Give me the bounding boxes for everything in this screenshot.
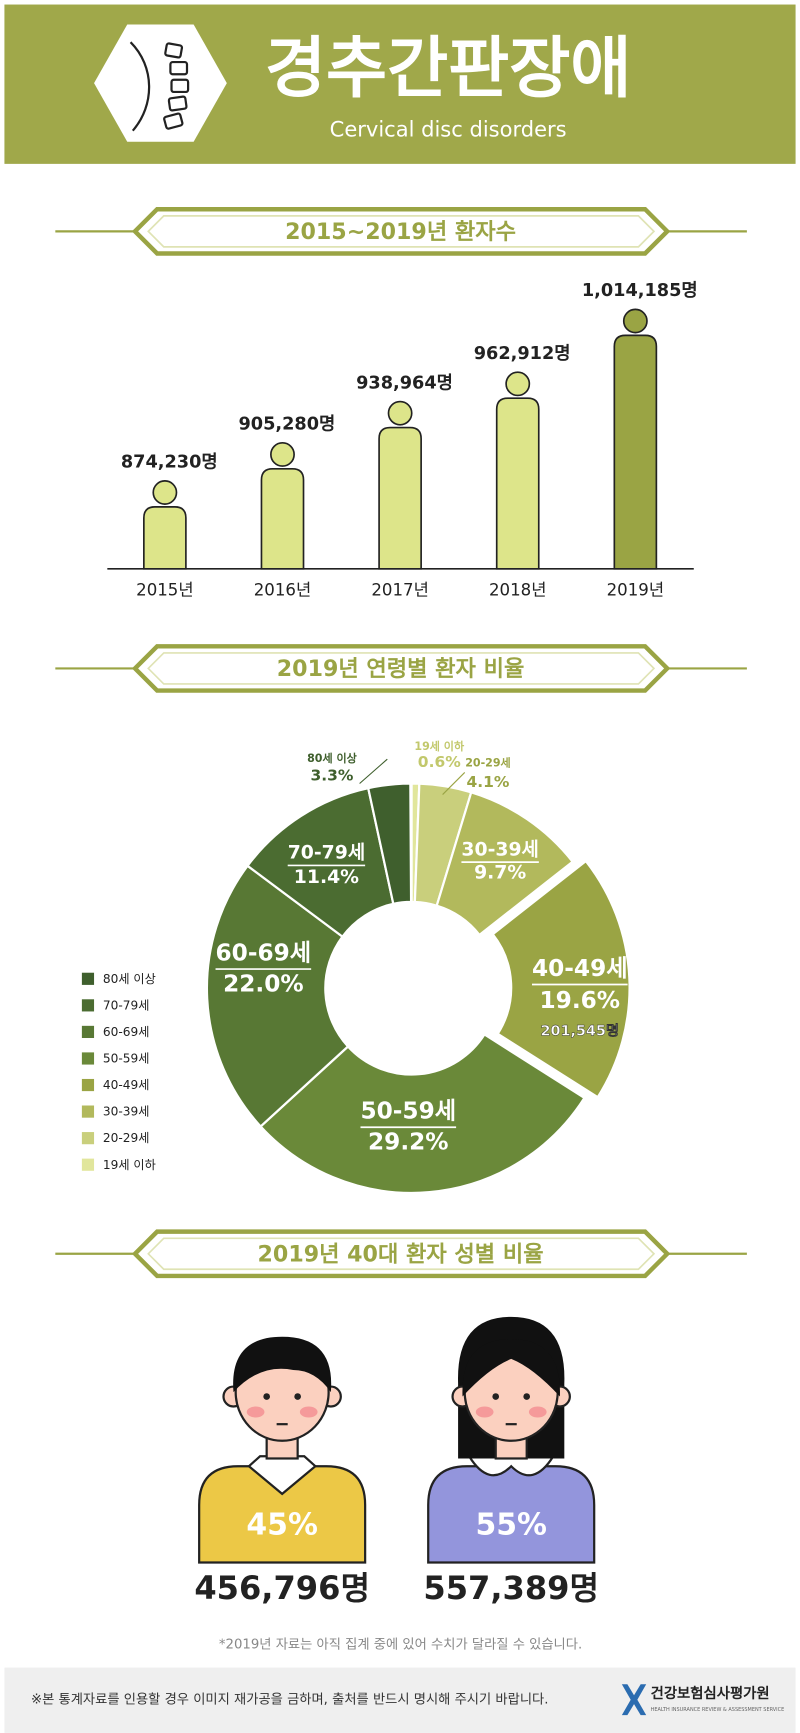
- donut-slice: [491, 859, 631, 1099]
- header-title: 경추간판장애: [265, 29, 631, 107]
- eye: [294, 1393, 301, 1400]
- slice-value: 3.3%: [310, 766, 353, 784]
- cheek: [246, 1406, 265, 1418]
- section-title: 2015~2019년 환자수: [285, 219, 516, 245]
- footer-band: [4, 1667, 796, 1733]
- eye: [523, 1393, 531, 1400]
- figure-head: [270, 442, 295, 467]
- shirt: [198, 1465, 367, 1564]
- legend-label: 19세 이하: [103, 1158, 156, 1172]
- header-hexagon: [94, 24, 227, 142]
- slice-value: 4.1%: [466, 773, 509, 791]
- x-tick-label: 2019년: [607, 580, 664, 599]
- logo-mark: [621, 1684, 647, 1716]
- leader-line: [359, 758, 388, 784]
- legend-label: 60-69세: [103, 1025, 150, 1039]
- value-label: 905,280명: [238, 414, 335, 435]
- slice-value: 11.4%: [294, 867, 359, 888]
- figure-body: [495, 397, 540, 570]
- slice-category: 30-39세: [461, 838, 538, 860]
- x-tick-label: 2016년: [254, 580, 311, 599]
- slice-value: 29.2%: [368, 1129, 449, 1156]
- legend-swatch: [81, 1158, 95, 1171]
- collar: [467, 1455, 556, 1477]
- footer-notice: ※본 통계자료를 인용할 경우 이미지 재가공을 금하며, 출처를 반드시 명시…: [31, 1692, 549, 1708]
- value-label: 962,912명: [474, 343, 571, 364]
- figure-body: [613, 334, 658, 570]
- leader-line: [442, 772, 466, 795]
- collar: [247, 1455, 318, 1496]
- slice-value: 22.0%: [223, 970, 304, 997]
- spine-icon: [129, 41, 190, 132]
- figure-head: [622, 308, 648, 334]
- legend-label: 30-39세: [103, 1105, 150, 1119]
- value-label: 874,230명: [121, 452, 218, 473]
- eye: [492, 1393, 500, 1400]
- cheek: [528, 1406, 547, 1418]
- slice-value: 9.7%: [474, 863, 526, 884]
- legend-swatch: [81, 1025, 95, 1039]
- legend-label: 20-29세: [103, 1131, 150, 1145]
- hair: [233, 1336, 332, 1393]
- value-label: 938,964명: [356, 372, 453, 393]
- legend-swatch: [81, 1052, 95, 1065]
- slice-category: 40-49세: [532, 955, 628, 982]
- section-title: 2019년 40대 환자 성별 비율: [258, 1241, 544, 1267]
- count-label: 456,796명: [194, 1569, 370, 1607]
- cheek: [475, 1406, 494, 1418]
- section-banner-inner: [147, 1237, 656, 1271]
- x-tick-label: 2015년: [136, 580, 193, 599]
- section-banner-inner: [147, 652, 656, 685]
- slice-annotation: 201,545명: [540, 1021, 619, 1039]
- header-subtitle: Cervical disc disorders: [330, 117, 567, 142]
- figure-head: [505, 371, 531, 397]
- section-title: 2019년 연령별 환자 비율: [277, 656, 525, 682]
- slice-category: 19세 이하: [414, 739, 465, 753]
- slice-value: 0.6%: [418, 753, 461, 771]
- figure-head: [387, 400, 413, 426]
- legend-label: 50-59세: [103, 1052, 150, 1066]
- section-banner-inner: [147, 215, 656, 248]
- logo-text: 건강보험심사평가원: [651, 1684, 770, 1702]
- legend-label: 70-79세: [103, 998, 150, 1012]
- slice-category: 80세 이상: [307, 751, 357, 765]
- x-tick-label: 2018년: [489, 580, 546, 599]
- legend-swatch: [81, 999, 95, 1012]
- legend-swatch: [81, 1078, 95, 1092]
- legend-swatch: [81, 1132, 95, 1145]
- eye: [263, 1393, 270, 1400]
- shirt: [427, 1465, 596, 1564]
- note: *2019년 자료는 아직 집계 중에 있어 수치가 달라질 수 있습니다.: [219, 1636, 582, 1652]
- figure-body: [143, 506, 187, 570]
- donut-slice: [245, 786, 395, 939]
- percent-label: 55%: [475, 1507, 546, 1542]
- cheek: [299, 1406, 318, 1418]
- count-label: 557,389명: [423, 1569, 599, 1607]
- slice-value: 19.6%: [540, 987, 621, 1014]
- logo-subtext: HEALTH INSURANCE REVIEW & ASSESSMENT SER…: [651, 1707, 785, 1713]
- legend-label: 80세 이상: [103, 972, 156, 986]
- slice-category: 60-69세: [216, 939, 312, 966]
- figure-head: [152, 480, 178, 505]
- legend-swatch: [81, 972, 95, 985]
- hair: [462, 1338, 560, 1397]
- donut-slice: [366, 782, 413, 906]
- slice-category: 50-59세: [360, 1098, 456, 1125]
- percent-label: 45%: [246, 1507, 317, 1542]
- slice-category: 20-29세: [465, 756, 510, 770]
- value-label: 1,014,185명: [582, 280, 698, 301]
- donut-slice: [259, 1032, 586, 1194]
- donut-slice: [205, 864, 350, 1129]
- donut-slice: [435, 790, 575, 937]
- x-tick-label: 2017년: [371, 580, 428, 599]
- legend-label: 40-49세: [103, 1078, 150, 1092]
- figure-body: [378, 426, 422, 570]
- figure-body: [260, 468, 305, 570]
- slice-category: 70-79세: [288, 842, 365, 864]
- legend-swatch: [81, 1105, 95, 1118]
